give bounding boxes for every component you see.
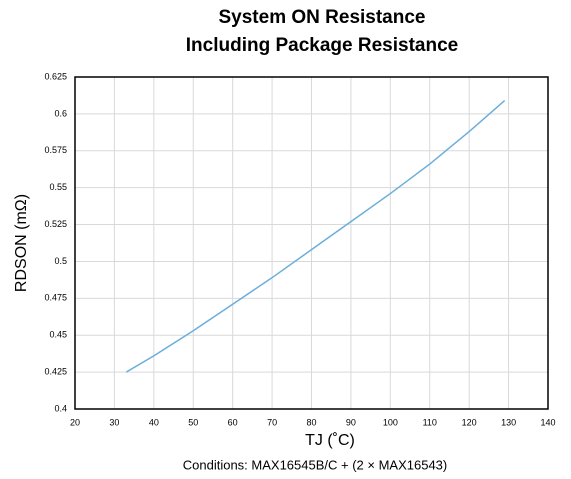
note: Conditions: MAX16545B/C + (2 × MAX16543) [183, 457, 447, 472]
data-line [125, 100, 506, 373]
chart-title: Including Package Resistance [186, 35, 458, 56]
x-tick-label: 50 [188, 417, 198, 427]
y-tick-label: 0.45 [49, 330, 67, 340]
x-tick-label: 30 [109, 417, 119, 427]
x-tick-label: 40 [149, 417, 159, 427]
y-tick-label: 0.575 [44, 145, 67, 155]
x-axis-label: TJ (˚C) [305, 432, 355, 449]
y-tick-label: 0.475 [44, 293, 67, 303]
x-tick-label: 90 [346, 417, 356, 427]
x-tick-label: 140 [540, 417, 555, 427]
y-tick-label: 0.55 [49, 182, 67, 192]
y-tick-label: 0.5 [54, 256, 67, 266]
x-tick-label: 110 [423, 417, 437, 427]
x-tick-label: 120 [462, 417, 477, 427]
y-tick-label: 0.525 [44, 219, 67, 229]
plot-frame [74, 76, 549, 410]
y-tick-label: 0.6 [54, 108, 67, 118]
x-tick-label: 80 [306, 417, 316, 427]
x-tick-label: 130 [501, 417, 516, 427]
y-tick-label: 0.425 [44, 366, 67, 376]
x-tick-label: 70 [267, 417, 277, 427]
y-tick-label: 0.4 [54, 403, 67, 413]
x-tick-label: 60 [228, 417, 238, 427]
chart-title: System ON Resistance [219, 7, 426, 28]
y-axis-label: RDSON (mΩ) [13, 194, 30, 292]
y-tick-label: 0.625 [44, 71, 67, 81]
x-tick-label: 20 [70, 417, 80, 427]
x-tick-label: 100 [383, 417, 398, 427]
